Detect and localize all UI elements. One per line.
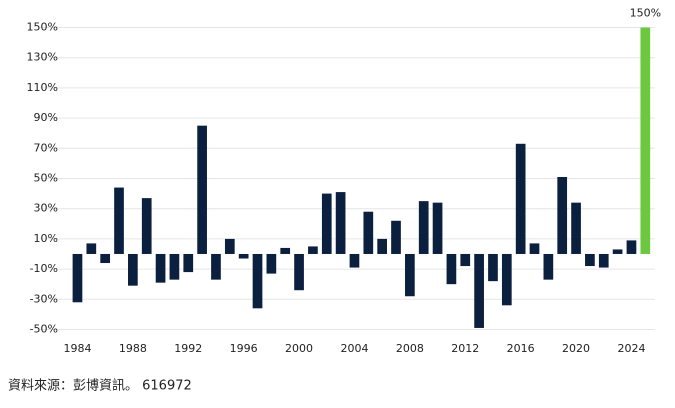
x-tick-label: 2020 — [562, 342, 590, 355]
bar — [598, 253, 609, 268]
y-tick-label: 150% — [27, 21, 58, 34]
bar — [460, 253, 471, 267]
bar — [183, 253, 194, 273]
bar — [626, 240, 637, 254]
bar — [252, 253, 263, 309]
y-tick-label: 30% — [34, 202, 58, 215]
bar — [585, 253, 595, 267]
y-tick-label: 70% — [34, 141, 58, 154]
x-tick-label: 2004 — [340, 342, 368, 355]
y-tick-label: 90% — [34, 111, 58, 124]
x-tick-label: 2000 — [285, 342, 313, 355]
y-tick-label: 10% — [34, 232, 58, 245]
x-tick-label: 2012 — [451, 342, 479, 355]
bar — [72, 253, 83, 303]
bar — [86, 243, 97, 254]
bar — [405, 253, 415, 297]
bar — [543, 253, 554, 280]
y-tick-label: -30% — [30, 292, 58, 305]
x-tick-label: 1988 — [119, 342, 147, 355]
bar — [294, 253, 304, 291]
bar — [100, 253, 111, 264]
bar — [391, 220, 401, 254]
x-tick-label: 1984 — [63, 342, 91, 355]
bar — [266, 253, 277, 274]
bar — [238, 253, 249, 259]
bar — [557, 176, 568, 254]
bar — [418, 201, 429, 254]
bar — [128, 253, 138, 286]
x-tick-label: 2016 — [507, 342, 535, 355]
bar — [169, 253, 180, 280]
bar — [280, 247, 291, 254]
bar — [197, 125, 207, 254]
y-tick-label: -10% — [30, 262, 58, 275]
bar — [363, 211, 374, 254]
y-tick-label: 130% — [27, 51, 58, 64]
y-tick-label: -50% — [30, 322, 58, 335]
bar — [308, 246, 318, 254]
bar — [432, 202, 443, 254]
x-tick-label: 2024 — [617, 342, 645, 355]
x-tick-label: 1996 — [230, 342, 258, 355]
bar — [501, 253, 512, 306]
value-label: 150% — [630, 7, 661, 20]
bar — [515, 143, 526, 254]
bar — [377, 238, 388, 254]
bar — [211, 253, 221, 280]
bar — [335, 192, 346, 254]
bar — [612, 249, 623, 254]
bar — [446, 253, 457, 285]
bar — [349, 253, 360, 268]
bar — [224, 238, 235, 254]
source-note: 資料來源：彭博資訊。 616972 — [8, 379, 192, 394]
bar — [141, 198, 152, 254]
bar — [529, 243, 540, 254]
bar — [474, 253, 484, 328]
bar — [321, 193, 332, 254]
bar — [640, 27, 651, 254]
y-tick-label: 110% — [27, 81, 58, 94]
y-tick-label: 50% — [34, 172, 58, 185]
x-tick-label: 2008 — [396, 342, 424, 355]
bar — [571, 202, 581, 254]
bar — [488, 253, 498, 282]
bar — [155, 253, 166, 283]
bar — [114, 187, 124, 254]
x-tick-label: 1992 — [174, 342, 202, 355]
